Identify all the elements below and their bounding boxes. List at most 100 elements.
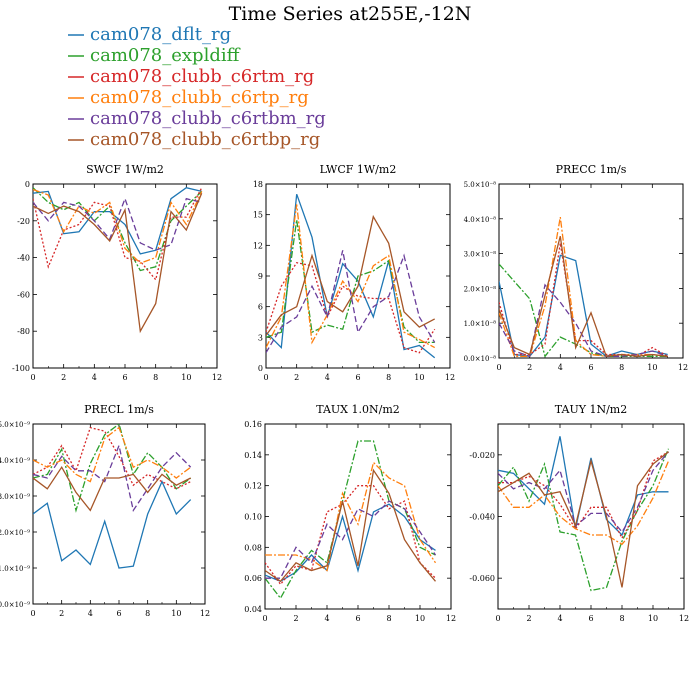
x-tick-label: 10 bbox=[647, 363, 657, 372]
y-tick-label: 0.06 bbox=[244, 574, 262, 583]
x-tick-label: 2 bbox=[293, 614, 298, 623]
x-tick-label: 6 bbox=[588, 614, 593, 623]
legend-label: cam078_clubb_c6rtp_rg bbox=[90, 87, 309, 108]
series-line bbox=[498, 451, 669, 540]
y-tick-label: 9 bbox=[258, 272, 263, 281]
y-tick-label: 12 bbox=[253, 241, 263, 250]
y-tick-label: 1.0×10⁻⁹ bbox=[0, 565, 30, 573]
y-tick-label: 0.12 bbox=[244, 482, 262, 491]
x-tick-label: 6 bbox=[355, 614, 360, 623]
y-tick-label: 3.0×10⁻⁹ bbox=[0, 493, 30, 501]
x-tick-label: 12 bbox=[200, 609, 210, 618]
panel: TAUX 1.0N/m2 0 2 4 6 8 10 12 0.04 0.06 0.08 0.10 0.1… bbox=[244, 403, 456, 623]
series-line bbox=[33, 187, 203, 282]
series-line bbox=[498, 448, 670, 592]
panel: SWCF 1W/m2 0 2 4 6 8 10 12 0 -20 -40 -60 -80 -100 bbox=[12, 163, 222, 382]
y-tick-label: 5.0×10⁻⁹ bbox=[0, 421, 30, 429]
x-tick-label: 4 bbox=[324, 614, 329, 623]
series-line bbox=[33, 479, 192, 569]
x-tick-label: 0 bbox=[496, 363, 501, 372]
x-tick-label: 2 bbox=[59, 609, 64, 618]
y-tick-label: 0 bbox=[258, 364, 263, 373]
x-tick-label: 6 bbox=[588, 363, 593, 372]
y-tick-label: -40 bbox=[17, 254, 30, 263]
y-tick-label: 0.0×10⁻⁸ bbox=[464, 355, 497, 363]
series-line bbox=[266, 250, 436, 354]
panel-title: PRECL 1m/s bbox=[84, 403, 154, 416]
x-tick-label: 10 bbox=[414, 373, 424, 382]
y-tick-label: 0.0×10⁻⁹ bbox=[0, 601, 30, 609]
x-tick-label: 10 bbox=[648, 614, 658, 623]
panel: LWCF 1W/m2 0 2 4 6 8 10 12 0 3 6 9 12 15 18 bbox=[253, 163, 455, 382]
x-tick-label: 12 bbox=[679, 614, 689, 623]
y-tick-label: -0.060 bbox=[469, 574, 495, 583]
y-tick-label: 0.04 bbox=[244, 605, 262, 614]
series-line bbox=[33, 196, 202, 251]
y-tick-label: 15 bbox=[253, 211, 263, 220]
series-line bbox=[265, 468, 436, 583]
series-line bbox=[499, 283, 668, 358]
x-tick-label: 8 bbox=[619, 363, 624, 372]
x-tick-label: 2 bbox=[61, 373, 66, 382]
x-tick-label: 2 bbox=[526, 614, 531, 623]
x-tick-label: 12 bbox=[212, 373, 222, 382]
panel-title: PRECC 1m/s bbox=[556, 163, 627, 176]
x-tick-label: 0 bbox=[30, 373, 35, 382]
y-tick-label: -0.040 bbox=[469, 513, 495, 522]
y-tick-label: -80 bbox=[17, 327, 30, 336]
x-tick-label: 8 bbox=[153, 373, 158, 382]
panel-title: TAUY 1N/m2 bbox=[555, 403, 627, 416]
x-tick-label: 4 bbox=[557, 614, 562, 623]
series-line bbox=[266, 219, 435, 344]
y-tick-label: 2.0×10⁻⁹ bbox=[0, 529, 30, 537]
y-tick-label: 2.0×10⁻⁸ bbox=[464, 285, 497, 293]
x-tick-label: 0 bbox=[262, 614, 267, 623]
panel: PRECL 1m/s 0 2 4 6 8 10 12 0.0×10⁻⁹ 1.0×10⁻⁹ 2.0×1… bbox=[0, 403, 210, 618]
series-line bbox=[499, 236, 668, 358]
x-tick-label: 6 bbox=[122, 373, 127, 382]
panel-title: SWCF 1W/m2 bbox=[86, 163, 164, 176]
y-tick-label: 0.10 bbox=[244, 513, 262, 522]
legend-label: cam078_clubb_c6rtbm_rg bbox=[90, 108, 326, 129]
x-tick-label: 10 bbox=[415, 614, 425, 623]
x-tick-label: 10 bbox=[181, 373, 191, 382]
y-tick-label: 0.08 bbox=[244, 543, 262, 552]
x-tick-label: 4 bbox=[88, 609, 93, 618]
series-line bbox=[265, 461, 437, 572]
series-line bbox=[265, 485, 436, 586]
legend-label: cam078_dflt_rg bbox=[90, 24, 231, 45]
series-line bbox=[33, 424, 192, 513]
series-line bbox=[498, 451, 669, 588]
series-line bbox=[498, 451, 669, 534]
series-line bbox=[265, 503, 436, 583]
x-tick-label: 8 bbox=[619, 614, 624, 623]
x-tick-label: 10 bbox=[171, 609, 181, 618]
series-line bbox=[266, 214, 436, 336]
x-tick-label: 0 bbox=[263, 373, 268, 382]
legend-label: cam078_clubb_c6rtbp_rg bbox=[90, 129, 320, 150]
x-tick-label: 12 bbox=[446, 614, 456, 623]
y-tick-label: 1.0×10⁻⁸ bbox=[464, 320, 497, 328]
y-tick-label: 4.0×10⁻⁸ bbox=[464, 216, 497, 224]
y-tick-label: 3 bbox=[258, 333, 263, 342]
x-tick-label: 8 bbox=[145, 609, 150, 618]
panel-title: LWCF 1W/m2 bbox=[320, 163, 397, 176]
y-tick-label: -60 bbox=[17, 290, 30, 299]
series-line bbox=[498, 460, 670, 546]
series-line bbox=[33, 426, 192, 483]
x-tick-label: 4 bbox=[92, 373, 97, 382]
y-tick-label: 0 bbox=[25, 180, 30, 189]
y-tick-label: -20 bbox=[17, 217, 30, 226]
x-tick-label: 2 bbox=[294, 373, 299, 382]
legend-label: cam078_expldiff bbox=[90, 45, 241, 66]
x-tick-label: 6 bbox=[355, 373, 360, 382]
y-tick-label: 0.14 bbox=[244, 451, 262, 460]
panel-title: TAUX 1.0N/m2 bbox=[316, 403, 400, 416]
series-line bbox=[33, 465, 191, 512]
series-line bbox=[33, 443, 192, 513]
y-tick-label: 18 bbox=[253, 180, 263, 189]
x-tick-label: 2 bbox=[527, 363, 532, 372]
x-tick-label: 4 bbox=[558, 363, 563, 372]
